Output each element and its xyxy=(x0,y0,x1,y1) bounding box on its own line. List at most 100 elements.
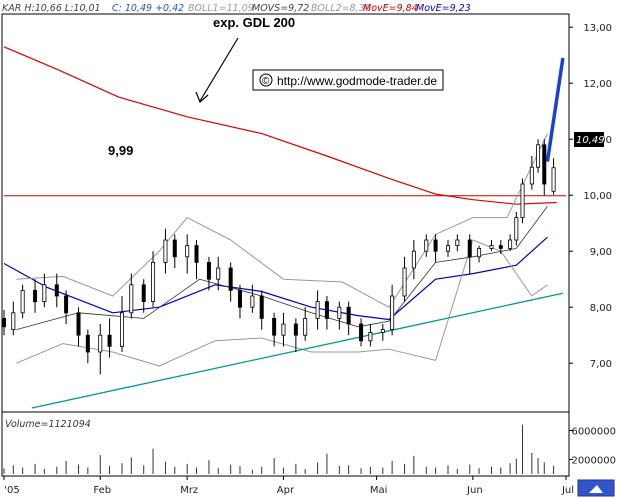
candle-body xyxy=(33,289,38,302)
level-annotation-label: 9,99 xyxy=(108,143,133,158)
candle-body xyxy=(2,317,7,328)
candle-body xyxy=(455,239,460,246)
candle-body xyxy=(303,317,308,336)
copyright-icon xyxy=(259,73,273,87)
candle-body xyxy=(259,295,264,319)
candle-body xyxy=(390,295,395,330)
time-tick-label: Feb xyxy=(93,485,111,496)
candle-body xyxy=(185,245,190,258)
price-tick-label: 12,00 xyxy=(583,79,612,90)
candle-body xyxy=(520,183,525,218)
candle-body xyxy=(508,239,513,249)
candle-body xyxy=(206,261,211,280)
time-tick-label: Jul xyxy=(561,485,574,496)
gdl-annotation-arrow xyxy=(195,37,239,104)
candle-body xyxy=(11,312,16,330)
last-price-text: 10,49 xyxy=(576,135,605,146)
candle-body xyxy=(20,289,25,314)
candle-body xyxy=(98,334,103,353)
forecast-arrow-line xyxy=(545,57,565,162)
candle-body xyxy=(337,306,342,319)
ema-line xyxy=(3,236,548,321)
candle-body xyxy=(141,284,146,302)
gdl-annotation-label: exp. GDL 200 xyxy=(213,15,295,30)
nav-button[interactable] xyxy=(577,479,615,497)
volume-tick-label: 2000000 xyxy=(571,456,616,467)
candle-body xyxy=(315,301,320,319)
candle-body xyxy=(250,295,255,308)
series-lines xyxy=(3,46,566,409)
candle-body xyxy=(151,261,156,302)
last-price-badge: 10,49 xyxy=(574,132,605,147)
header-movs: MOVS=9,72 xyxy=(252,3,309,14)
price-tick-label: 9,00 xyxy=(590,247,612,258)
price-tick-label: 13,00 xyxy=(583,23,612,34)
price-tick-label: 8,00 xyxy=(590,303,612,314)
candle-body xyxy=(129,284,134,314)
candle-body xyxy=(477,247,482,258)
volume-label: Volume=1121094 xyxy=(5,419,91,430)
candle-body xyxy=(54,284,59,297)
candle-body xyxy=(424,239,429,252)
candles xyxy=(2,139,556,375)
header-close: C: 10,49 +0,42 xyxy=(112,3,184,14)
header-symbol-stats: KAR H:10,66 L:10,01 xyxy=(2,3,101,14)
candle-body xyxy=(446,245,451,252)
candle-body xyxy=(514,217,519,241)
copyright-frame xyxy=(252,69,444,91)
candle-body xyxy=(237,289,242,308)
time-tick-label: Mrz xyxy=(180,485,198,496)
candle-body xyxy=(85,334,90,353)
candle-body xyxy=(359,323,364,342)
copyright-box: © http://www.godmode-trader.de xyxy=(252,69,444,91)
candle-body xyxy=(42,284,47,302)
candle-body xyxy=(216,267,221,280)
candle-body xyxy=(76,312,81,336)
candle-body xyxy=(380,329,385,333)
frames xyxy=(1,13,570,477)
candle-body xyxy=(163,239,168,263)
chart-nav-icon xyxy=(589,485,603,493)
candle-body xyxy=(346,306,351,325)
candle-body xyxy=(324,301,329,319)
time-tick-label: Jun xyxy=(466,485,483,496)
support-trendline xyxy=(31,292,564,409)
candle-body xyxy=(489,245,494,249)
bollinger-lower-line xyxy=(16,239,548,367)
candle-body xyxy=(281,323,286,336)
candle-body xyxy=(433,239,438,252)
candle-body xyxy=(402,267,407,297)
time-tick-label: Apr xyxy=(277,485,295,496)
candle-body xyxy=(551,167,556,192)
candle-body xyxy=(228,267,233,291)
candle-body xyxy=(172,239,177,258)
candle-body xyxy=(293,323,298,336)
header-boll1: BOLL1=11,09 xyxy=(188,3,254,14)
header-move2: MovE=9,23 xyxy=(416,3,471,14)
volume-tick-label: 6000000 xyxy=(571,427,616,438)
gdl200-line xyxy=(3,46,557,205)
candle-body xyxy=(194,245,199,263)
candle-body xyxy=(498,245,503,249)
header-move1: MovE=9,84 xyxy=(363,3,418,14)
copyright-url: http://www.godmode-trader.de xyxy=(277,74,437,88)
time-tick-label: Mai xyxy=(370,485,388,496)
candle-body xyxy=(536,144,541,168)
copyright-symbol: © xyxy=(262,76,270,87)
candle-body xyxy=(529,166,534,185)
time-tick-label: '05 xyxy=(4,485,19,496)
header-boll2: BOLL2=8,36 xyxy=(311,3,371,14)
candle-body xyxy=(272,317,277,336)
candle-body xyxy=(64,295,69,314)
candle-body xyxy=(467,239,472,258)
chart-header: KAR H:10,66 L:10,01 C: 10,49 +0,42 BOLL1… xyxy=(0,0,471,14)
price-tick-label: 7,00 xyxy=(590,359,612,370)
candle-body xyxy=(411,250,416,269)
candle-body xyxy=(368,331,373,342)
candle-body xyxy=(107,334,112,347)
candle-body xyxy=(542,144,547,185)
price-tick-label: 10,00 xyxy=(583,191,612,202)
volume-bars xyxy=(3,424,555,474)
bollinger-upper-line xyxy=(16,133,548,308)
